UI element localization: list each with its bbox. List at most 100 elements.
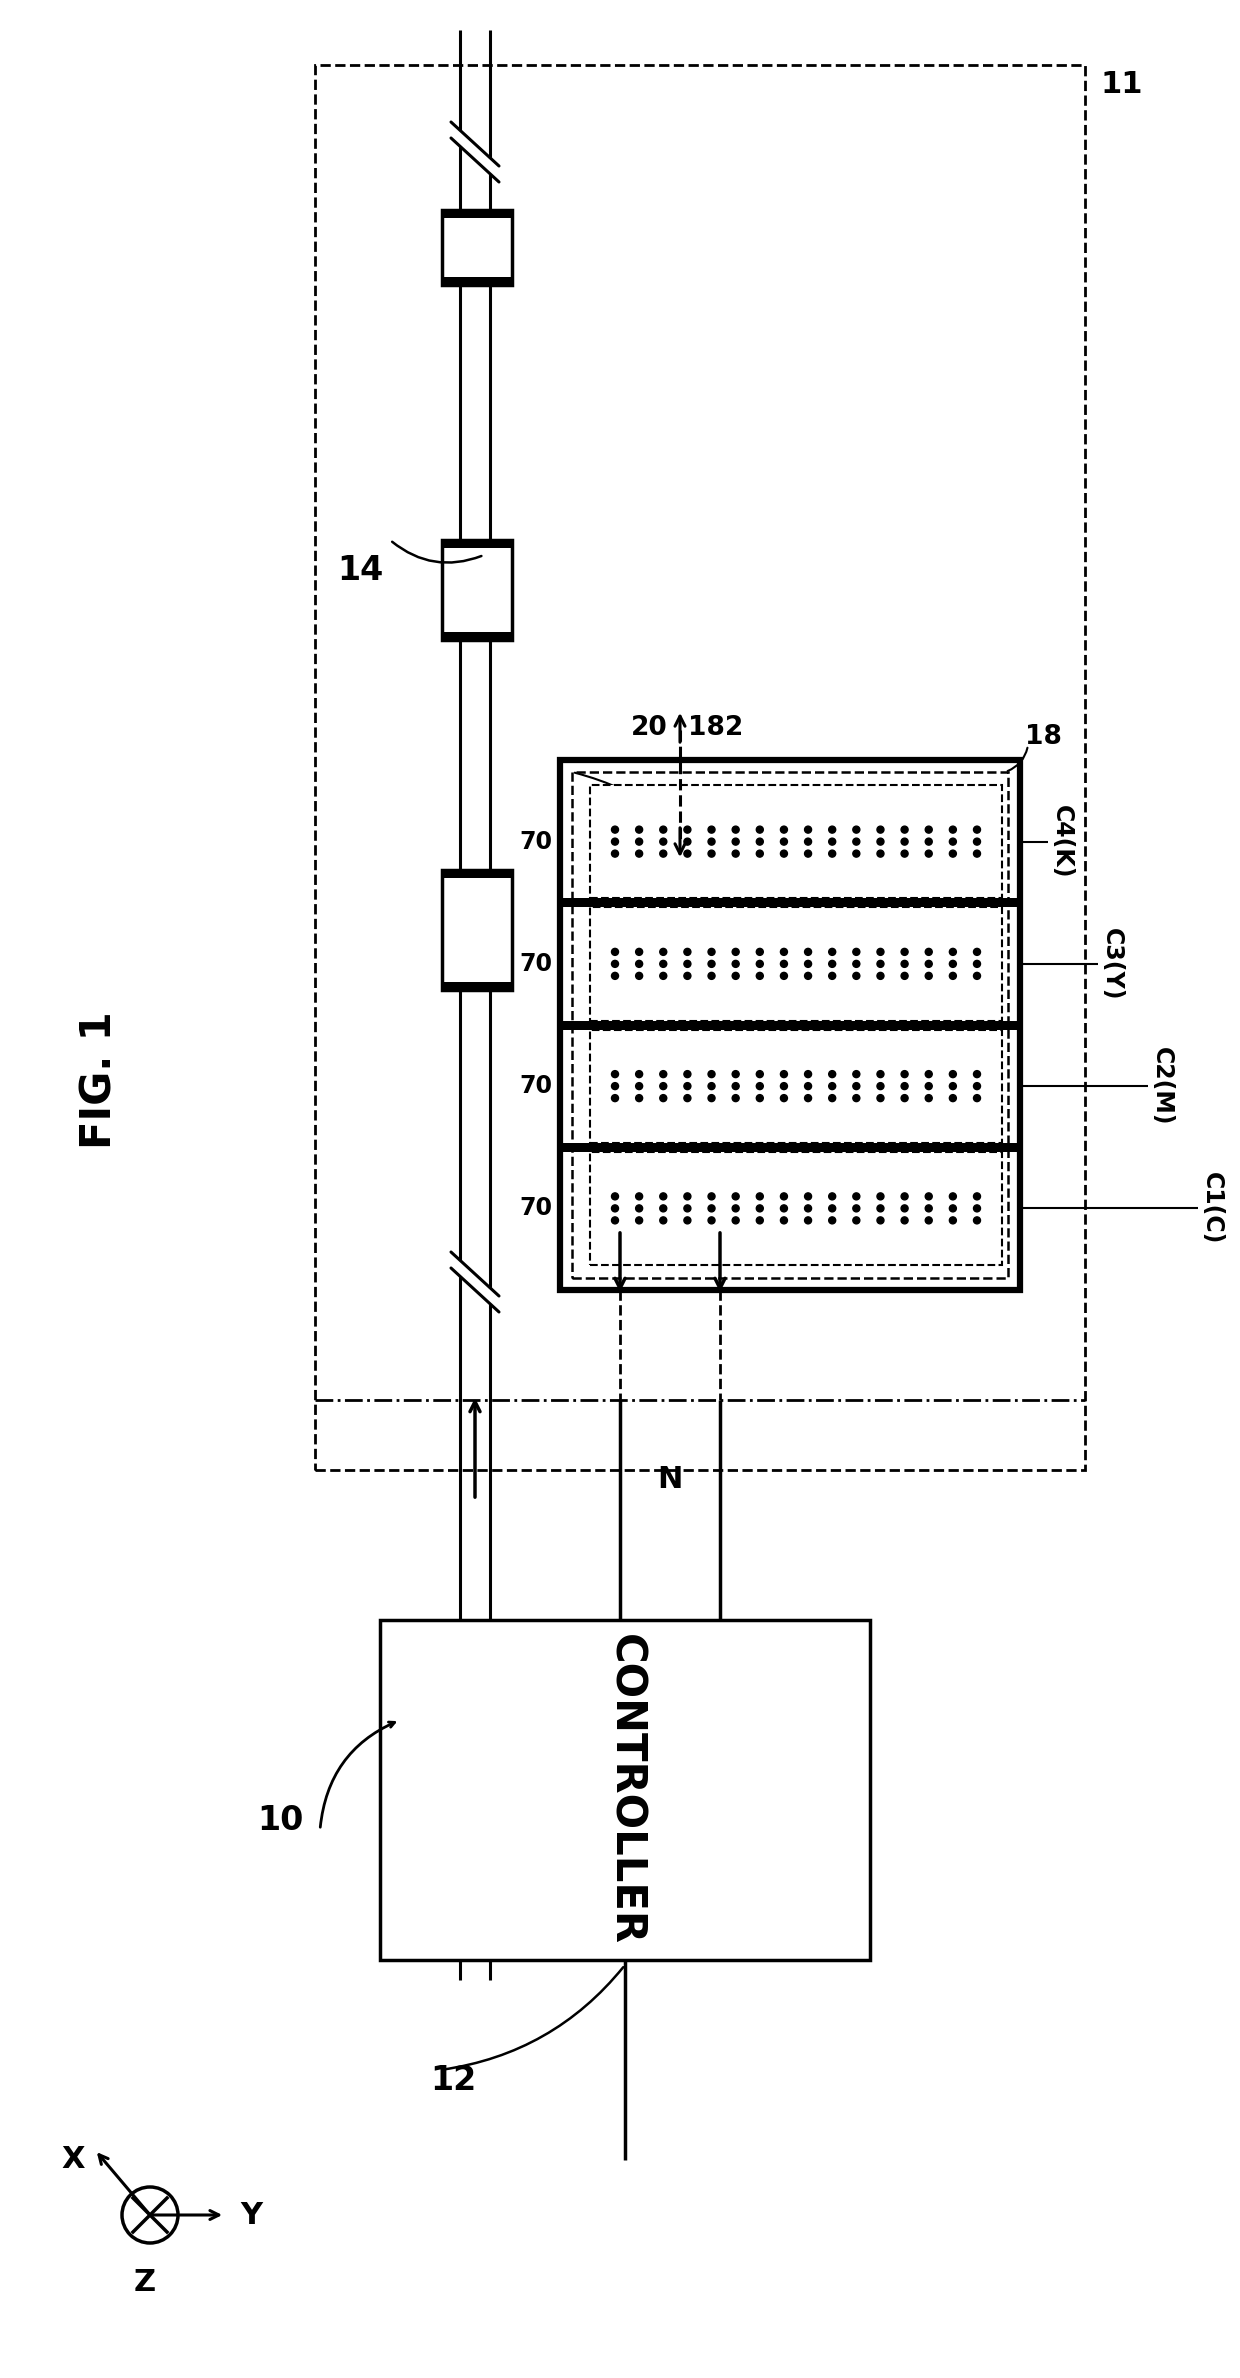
Circle shape bbox=[828, 1218, 836, 1225]
Circle shape bbox=[805, 961, 811, 968]
Text: 182: 182 bbox=[688, 716, 743, 742]
Text: CONTROLLER: CONTROLLER bbox=[604, 1634, 646, 1945]
Circle shape bbox=[780, 961, 787, 968]
Circle shape bbox=[660, 825, 667, 832]
Circle shape bbox=[828, 825, 836, 832]
Circle shape bbox=[805, 837, 811, 844]
Text: X: X bbox=[62, 2145, 86, 2173]
Circle shape bbox=[732, 1218, 739, 1225]
Circle shape bbox=[780, 825, 787, 832]
Circle shape bbox=[732, 1206, 739, 1213]
Circle shape bbox=[611, 949, 619, 956]
Text: 18: 18 bbox=[1025, 723, 1061, 749]
Circle shape bbox=[950, 1194, 956, 1201]
Circle shape bbox=[780, 837, 787, 844]
Circle shape bbox=[901, 973, 908, 980]
Bar bbox=[441, 540, 512, 640]
Circle shape bbox=[925, 973, 932, 980]
Circle shape bbox=[925, 1206, 932, 1213]
Circle shape bbox=[684, 1206, 691, 1213]
Circle shape bbox=[756, 849, 764, 856]
Circle shape bbox=[732, 837, 739, 844]
Bar bbox=[441, 209, 512, 219]
Text: N: N bbox=[657, 1465, 683, 1493]
Circle shape bbox=[611, 849, 619, 856]
Circle shape bbox=[611, 825, 619, 832]
Circle shape bbox=[780, 1206, 787, 1213]
Circle shape bbox=[684, 1194, 691, 1201]
Circle shape bbox=[925, 825, 932, 832]
Circle shape bbox=[877, 825, 884, 832]
Circle shape bbox=[708, 949, 715, 956]
Circle shape bbox=[877, 961, 884, 968]
Circle shape bbox=[877, 1094, 884, 1101]
Circle shape bbox=[973, 961, 981, 968]
Circle shape bbox=[925, 1070, 932, 1077]
Circle shape bbox=[877, 1070, 884, 1077]
Circle shape bbox=[973, 849, 981, 856]
Circle shape bbox=[708, 1094, 715, 1101]
Circle shape bbox=[732, 1194, 739, 1201]
Circle shape bbox=[901, 837, 908, 844]
Circle shape bbox=[636, 825, 642, 832]
Bar bbox=[560, 761, 1021, 1289]
Circle shape bbox=[708, 837, 715, 844]
Bar bbox=[315, 64, 1085, 1470]
Circle shape bbox=[973, 1070, 981, 1077]
Circle shape bbox=[611, 1206, 619, 1213]
Circle shape bbox=[901, 1218, 908, 1225]
Circle shape bbox=[853, 1218, 859, 1225]
Text: 12: 12 bbox=[430, 2064, 476, 2097]
Circle shape bbox=[684, 849, 691, 856]
Circle shape bbox=[684, 1070, 691, 1077]
Circle shape bbox=[973, 973, 981, 980]
Circle shape bbox=[973, 837, 981, 844]
Text: 70: 70 bbox=[520, 1196, 552, 1220]
Circle shape bbox=[732, 1070, 739, 1077]
Circle shape bbox=[708, 973, 715, 980]
Circle shape bbox=[973, 825, 981, 832]
Circle shape bbox=[732, 949, 739, 956]
Circle shape bbox=[636, 949, 642, 956]
Circle shape bbox=[853, 973, 859, 980]
Circle shape bbox=[805, 973, 811, 980]
Circle shape bbox=[853, 1070, 859, 1077]
Circle shape bbox=[950, 949, 956, 956]
Circle shape bbox=[756, 961, 764, 968]
Circle shape bbox=[973, 1194, 981, 1201]
Circle shape bbox=[853, 837, 859, 844]
Bar bbox=[441, 870, 512, 989]
Circle shape bbox=[611, 837, 619, 844]
Circle shape bbox=[660, 961, 667, 968]
Circle shape bbox=[780, 1218, 787, 1225]
Circle shape bbox=[853, 1082, 859, 1089]
Circle shape bbox=[636, 1194, 642, 1201]
Circle shape bbox=[660, 949, 667, 956]
Circle shape bbox=[973, 1082, 981, 1089]
Circle shape bbox=[877, 1194, 884, 1201]
Circle shape bbox=[925, 949, 932, 956]
Circle shape bbox=[828, 973, 836, 980]
Circle shape bbox=[756, 825, 764, 832]
Circle shape bbox=[732, 973, 739, 980]
Text: 70: 70 bbox=[520, 951, 552, 975]
Circle shape bbox=[684, 1094, 691, 1101]
Circle shape bbox=[950, 1070, 956, 1077]
Circle shape bbox=[853, 1206, 859, 1213]
Circle shape bbox=[780, 1082, 787, 1089]
Bar bbox=[441, 870, 512, 877]
Circle shape bbox=[611, 961, 619, 968]
Circle shape bbox=[660, 1218, 667, 1225]
Text: 10: 10 bbox=[257, 1803, 304, 1836]
Circle shape bbox=[756, 1082, 764, 1089]
Circle shape bbox=[973, 949, 981, 956]
Circle shape bbox=[684, 1082, 691, 1089]
Circle shape bbox=[732, 849, 739, 856]
Circle shape bbox=[828, 961, 836, 968]
Circle shape bbox=[684, 961, 691, 968]
Circle shape bbox=[708, 1218, 715, 1225]
Circle shape bbox=[853, 949, 859, 956]
Circle shape bbox=[636, 973, 642, 980]
Circle shape bbox=[636, 961, 642, 968]
Circle shape bbox=[828, 849, 836, 856]
